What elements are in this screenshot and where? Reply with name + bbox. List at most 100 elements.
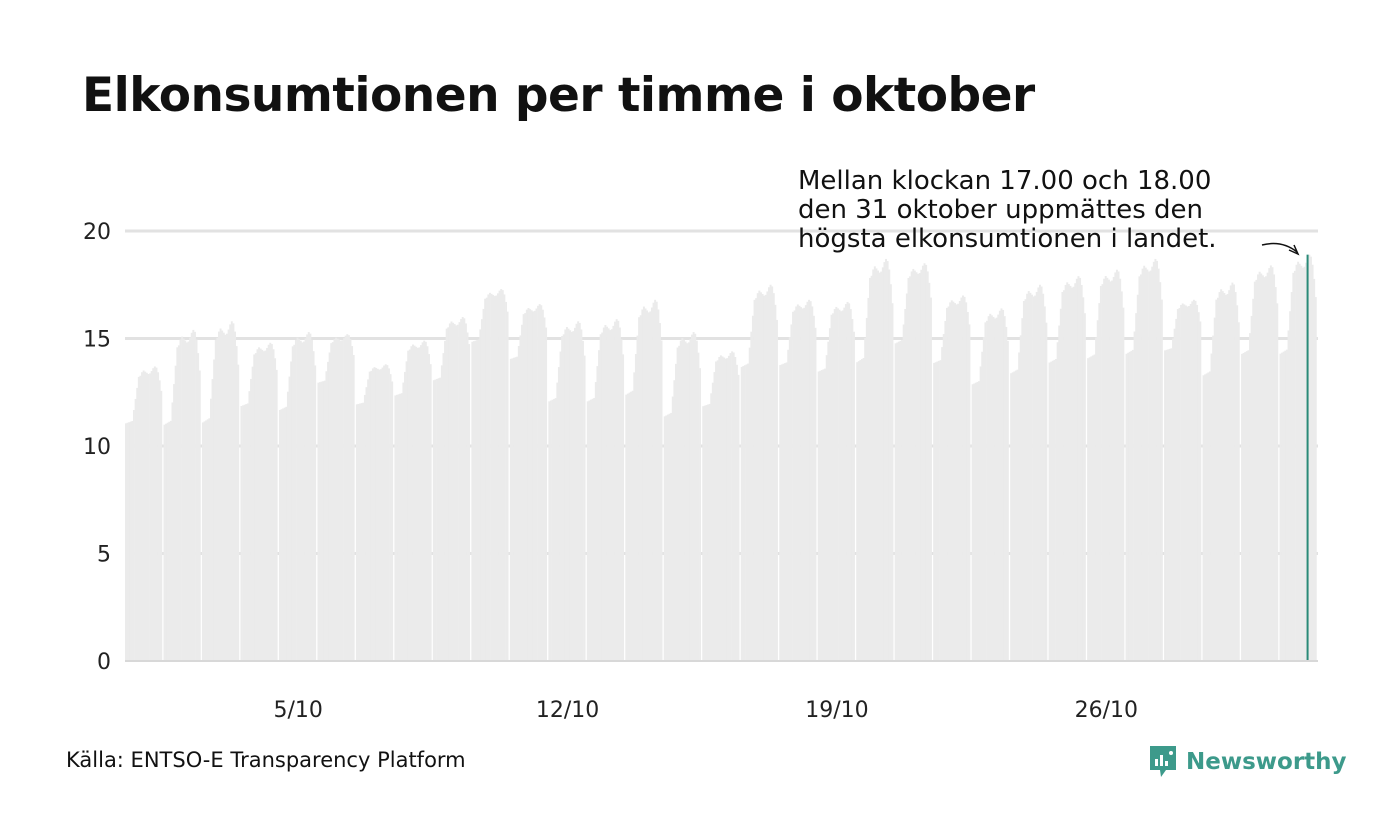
bar-day11-h8 — [522, 314, 525, 661]
bar-day5-h19 — [309, 333, 312, 661]
bar-day19-h17 — [844, 304, 847, 661]
bar-day11-h3 — [514, 357, 517, 661]
bar-day16-h2 — [705, 405, 708, 661]
bar-day2-h15 — [187, 341, 190, 661]
bar-day7-h15 — [379, 369, 382, 661]
bar-day2-h8 — [176, 347, 179, 661]
bar-day12-h12 — [567, 328, 570, 661]
bar-day5-h4 — [285, 406, 288, 661]
bar-day11-h20 — [541, 309, 544, 661]
bar-day15-h19 — [694, 333, 697, 661]
bar-day15-h10 — [679, 340, 682, 661]
bar-day28-h5 — [1172, 338, 1175, 661]
bar-day31-h3 — [1284, 350, 1287, 661]
bar-day20-h20 — [888, 269, 891, 661]
bar-day12-h8 — [561, 336, 564, 661]
bar-day22-h1 — [934, 362, 937, 661]
bar-day8-h2 — [397, 394, 400, 661]
bar-day12-h18 — [577, 321, 580, 661]
bar-day1-h20 — [157, 372, 160, 661]
bar-day20-h19 — [886, 261, 889, 661]
bar-day1-h13 — [145, 372, 148, 661]
x-tick-label-26: 26/10 — [1075, 698, 1138, 723]
bar-day30-h18 — [1269, 265, 1272, 661]
bar-day22-h5 — [941, 347, 944, 661]
bar-day29-h1 — [1204, 374, 1207, 661]
bar-day17-h3 — [745, 364, 748, 661]
bar-day11-h18 — [538, 304, 541, 661]
bar-day21-h7 — [905, 293, 908, 661]
bar-day7-h22 — [391, 381, 394, 661]
bar-day10-h12 — [490, 293, 493, 661]
bar-day24-h2 — [1013, 371, 1016, 661]
bar-day4-h0 — [240, 406, 243, 661]
bar-day29-h12 — [1221, 291, 1224, 661]
bar-day24-h12 — [1029, 292, 1032, 661]
bar-day26-h20 — [1119, 278, 1122, 661]
bar-day11-h12 — [529, 309, 532, 661]
bar-day30-h13 — [1261, 275, 1264, 661]
bar-day10-h5 — [479, 329, 482, 661]
bar-day22-h11 — [950, 300, 953, 661]
bar-day14-h6 — [634, 353, 637, 661]
bar-day22-h20 — [965, 302, 968, 661]
bar-day7-h8 — [368, 371, 371, 661]
bar-day19-h1 — [819, 370, 822, 661]
bar-day26-h18 — [1115, 269, 1118, 661]
bar-day9-h2 — [436, 378, 439, 661]
bar-day4-h16 — [266, 347, 269, 661]
bar-day4-h20 — [272, 349, 275, 661]
bar-day19-h16 — [843, 307, 846, 661]
bar-day1-h2 — [128, 422, 131, 661]
bar-day23-h0 — [971, 384, 974, 661]
highlight-bar — [1306, 254, 1309, 661]
newsworthy-logo-icon — [1150, 746, 1176, 777]
annotation-line-2: den 31 oktober uppmättes den — [798, 195, 1203, 225]
bar-day25-h8 — [1061, 292, 1064, 661]
bar-day24-h6 — [1019, 335, 1022, 661]
bar-day1-h12 — [144, 371, 147, 661]
bar-day25-h21 — [1082, 297, 1085, 661]
bar-day29-h20 — [1234, 292, 1237, 661]
bar-day28-h10 — [1180, 304, 1183, 661]
bar-day25-h3 — [1053, 359, 1056, 661]
bar-day20-h3 — [861, 359, 863, 661]
bar-day31-h1 — [1281, 352, 1284, 661]
bar-series — [125, 254, 1317, 661]
bar-day3-h4 — [208, 418, 211, 661]
bar-day2-h20 — [195, 339, 198, 661]
bar-day8-h15 — [418, 347, 421, 661]
bar-day23-h9 — [986, 320, 989, 661]
bar-day2-h12 — [182, 338, 185, 661]
bar-day8-h20 — [426, 346, 429, 661]
bar-day29-h13 — [1223, 293, 1226, 661]
bar-day15-h2 — [666, 414, 669, 661]
bar-day28-h8 — [1176, 309, 1179, 661]
bar-day10-h7 — [482, 308, 485, 661]
bar-day15-h4 — [670, 412, 673, 661]
x-tick-label-5: 5/10 — [273, 698, 322, 723]
bar-day2-h11 — [181, 336, 184, 661]
bar-day28-h16 — [1189, 303, 1192, 661]
bar-day6-h16 — [343, 338, 346, 661]
y-axis: 0 5 10 15 20 — [83, 220, 111, 675]
y-tick-label-5: 5 — [97, 543, 111, 568]
bar-day6-h1 — [319, 382, 321, 661]
bar-day18-h21 — [812, 315, 815, 661]
bar-day14-h1 — [626, 393, 629, 661]
bar-day1-h0 — [125, 423, 127, 661]
bar-day15-h12 — [683, 339, 685, 661]
bar-day4-h5 — [248, 391, 251, 661]
bar-day3-h13 — [222, 332, 225, 661]
bar-day26-h1 — [1088, 357, 1091, 661]
bar-day7-h1 — [357, 403, 360, 661]
bar-day11-h7 — [521, 324, 524, 661]
bar-day13-h8 — [599, 334, 602, 661]
bar-day18-h3 — [784, 363, 786, 661]
bar-day1-h3 — [129, 421, 132, 661]
bar-day11-h15 — [533, 310, 536, 661]
bar-day5-h1 — [280, 409, 283, 661]
bar-day26-h12 — [1106, 277, 1109, 661]
bar-day9-h13 — [453, 324, 456, 661]
bar-day16-h6 — [711, 382, 714, 661]
